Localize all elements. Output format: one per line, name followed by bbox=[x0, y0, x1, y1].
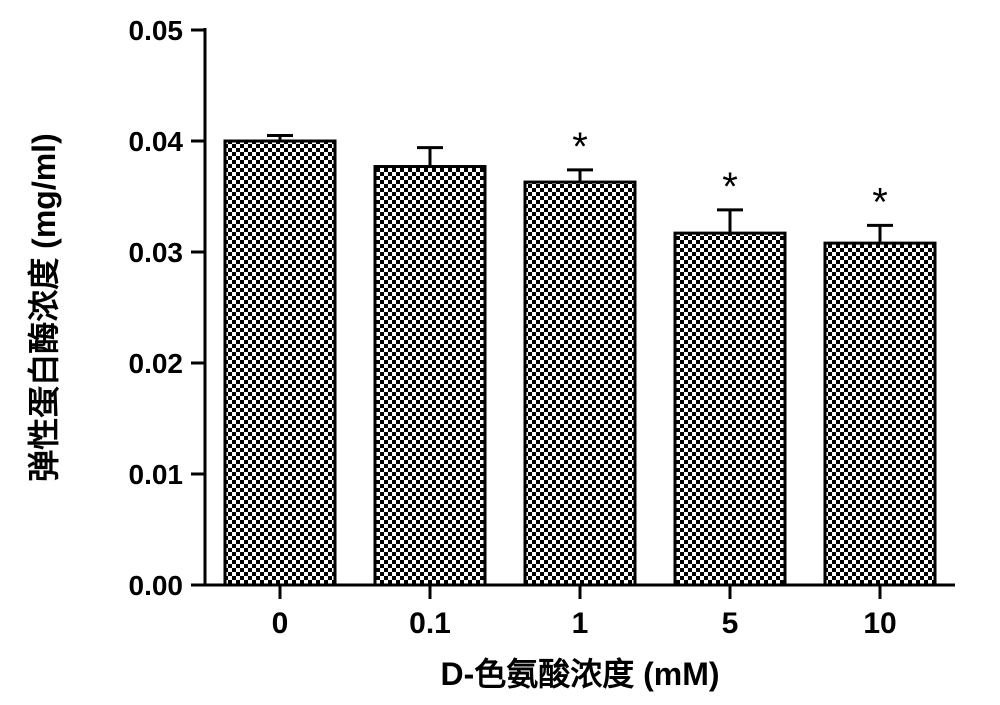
bar bbox=[675, 233, 785, 585]
bar bbox=[375, 167, 485, 585]
y-tick-label: 0.00 bbox=[129, 570, 184, 601]
y-tick-label: 0.05 bbox=[129, 15, 184, 46]
y-tick-label: 0.01 bbox=[129, 459, 184, 490]
x-axis-label: D-色氨酸浓度 (mM) bbox=[440, 656, 719, 692]
y-tick-label: 0.03 bbox=[129, 237, 184, 268]
bar bbox=[525, 182, 635, 585]
y-tick-label: 0.04 bbox=[129, 126, 184, 157]
y-tick-label: 0.02 bbox=[129, 348, 184, 379]
x-tick-label: 5 bbox=[722, 607, 739, 640]
bar-chart: * * * 0.00 0.01 0.02 0.03 0.04 0.05 0 0.1 1 5 10 弹性… bbox=[0, 0, 1000, 705]
significance-marker: * bbox=[872, 180, 888, 224]
x-tick-label: 0.1 bbox=[409, 607, 451, 640]
x-tick-label: 0 bbox=[272, 607, 289, 640]
x-tick-label: 10 bbox=[863, 607, 896, 640]
significance-marker: * bbox=[722, 165, 738, 209]
chart-container: * * * 0.00 0.01 0.02 0.03 0.04 0.05 0 0.1 1 5 10 弹性… bbox=[0, 0, 1000, 705]
significance-marker: * bbox=[572, 125, 588, 169]
y-axis-label: 弹性蛋白酶浓度 (mg/ml) bbox=[26, 133, 62, 481]
bar bbox=[225, 141, 335, 585]
bar bbox=[825, 243, 935, 585]
x-tick-label: 1 bbox=[572, 607, 589, 640]
